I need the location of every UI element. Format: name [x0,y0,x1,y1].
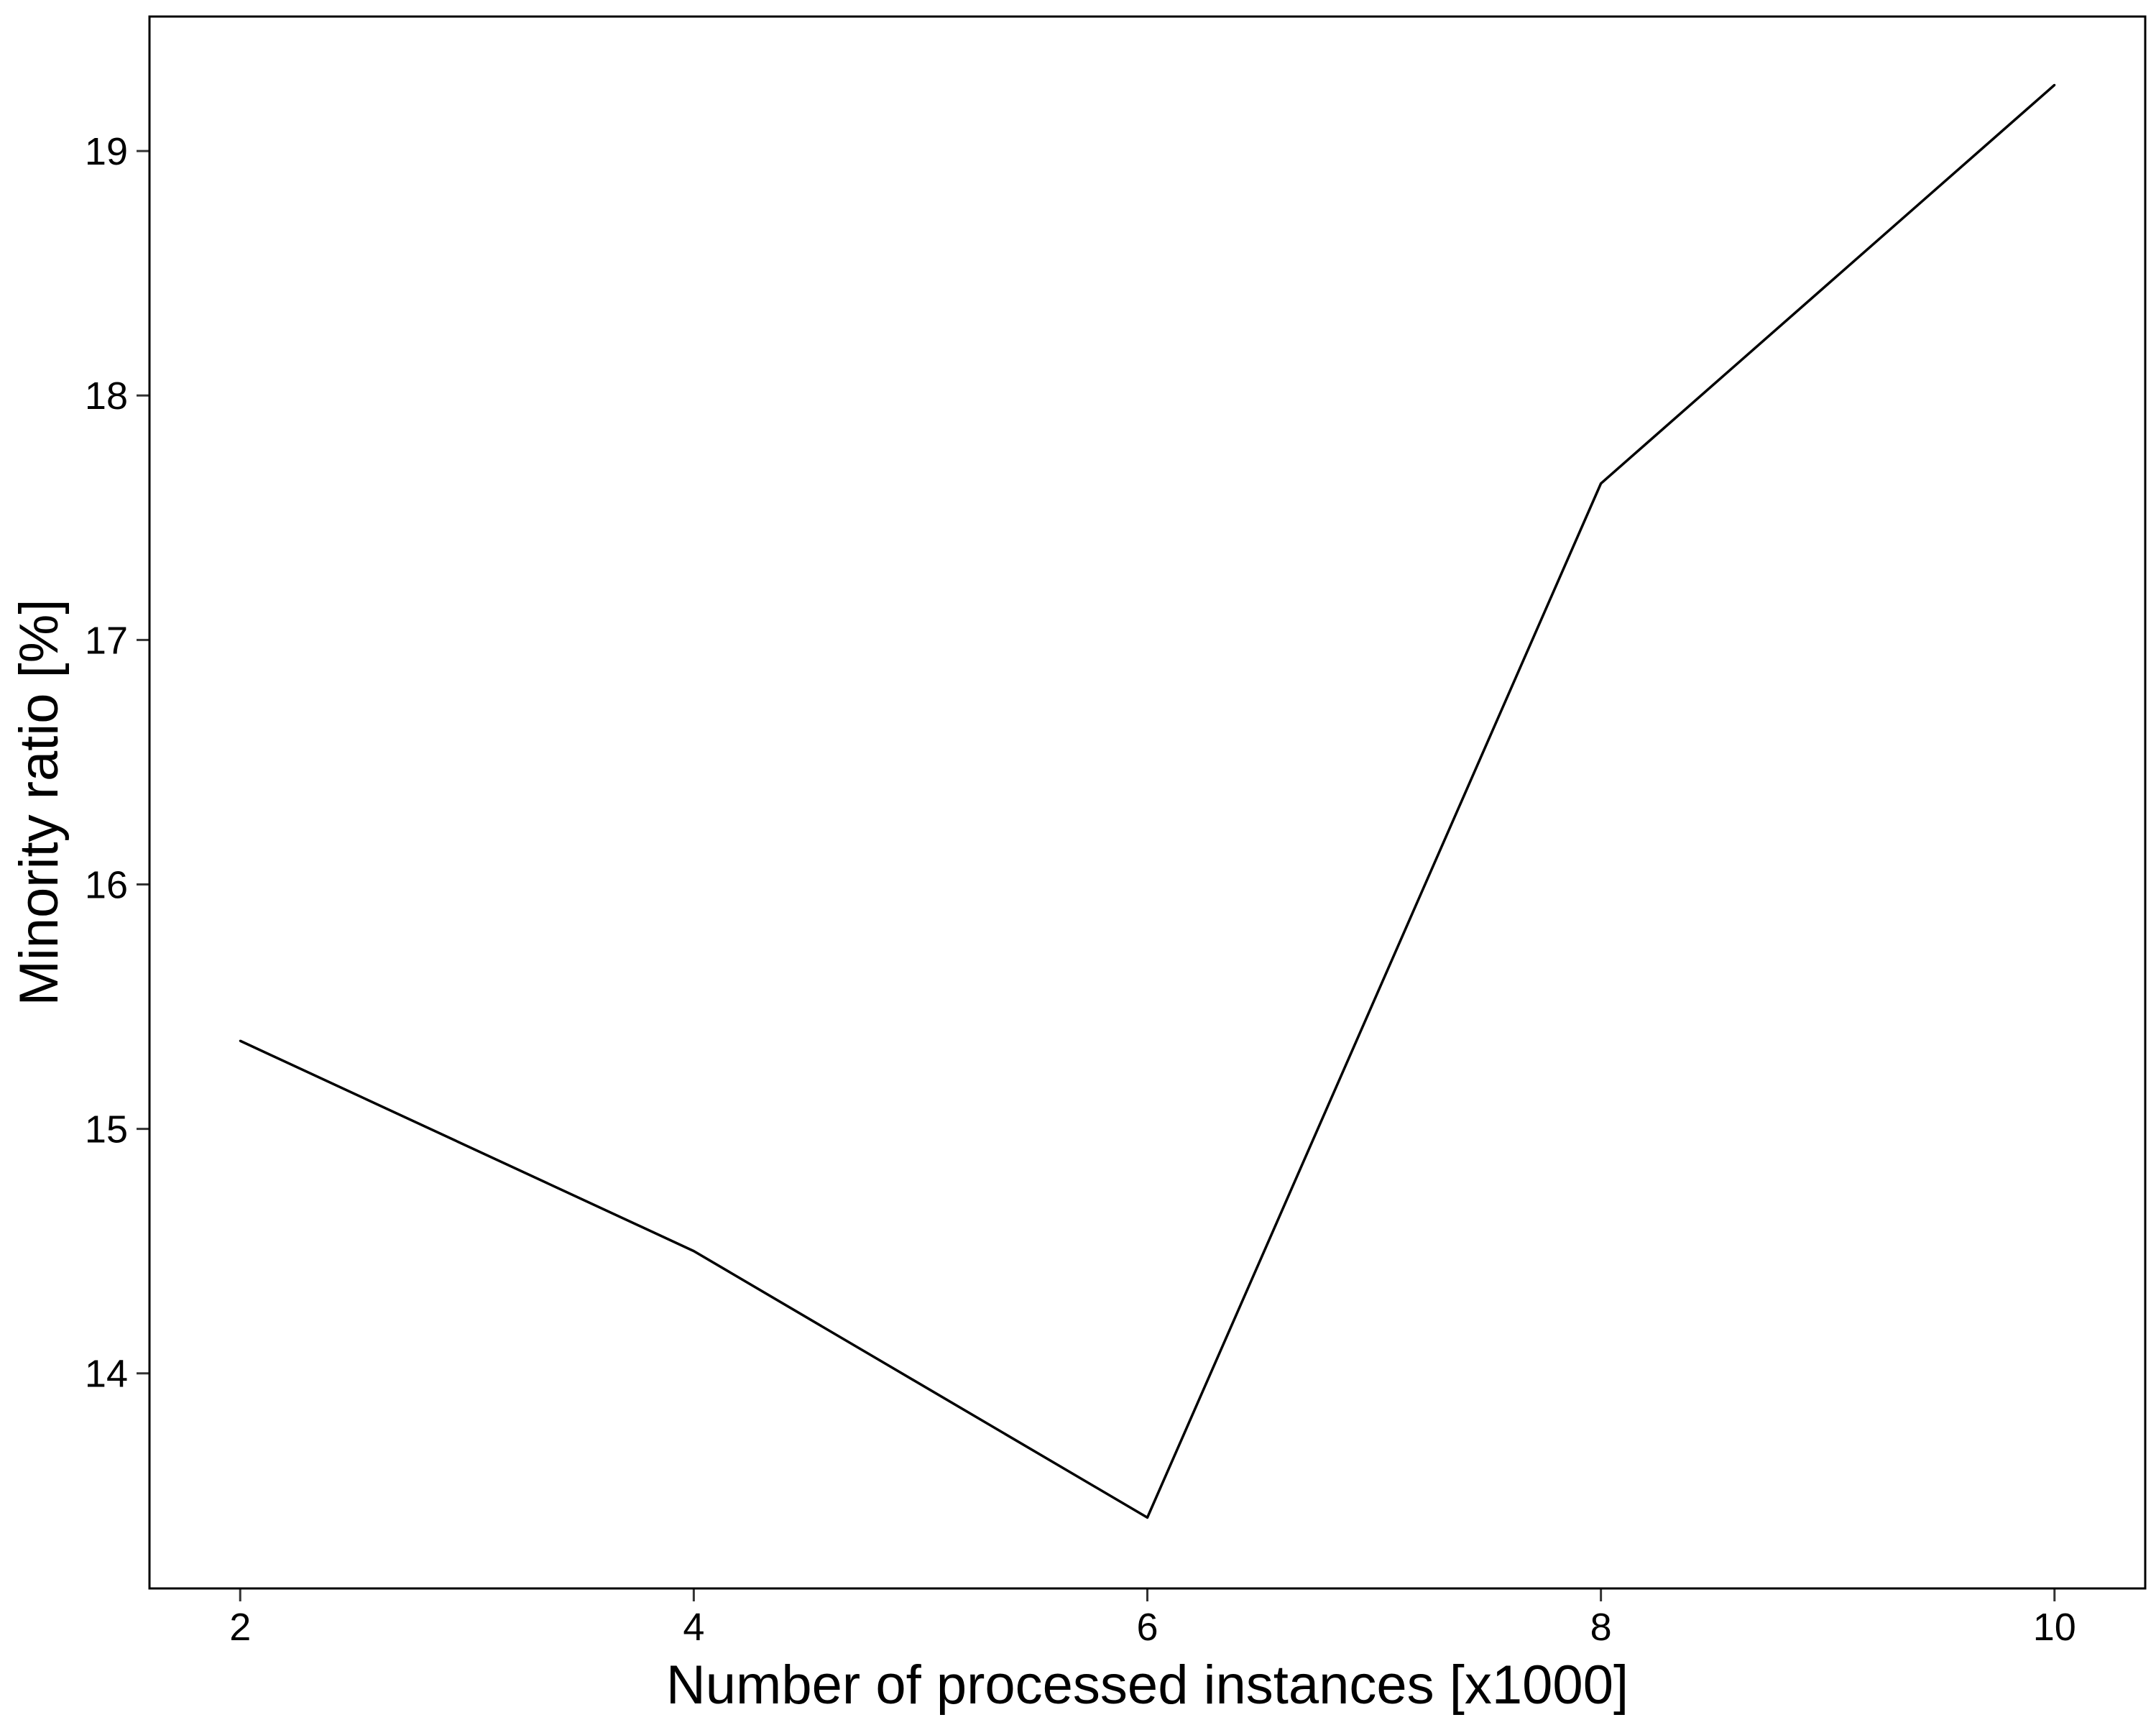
y-tick-label: 14 [85,1353,128,1396]
data-point [239,1039,241,1042]
x-tick-label: 8 [1590,1606,1612,1649]
y-tick-label: 15 [85,1108,128,1151]
x-axis: 2 4 6 8 10 [229,1588,2076,1649]
x-tick-label: 4 [683,1606,704,1649]
y-axis: 14 15 16 17 18 19 [85,130,149,1396]
data-point [2053,83,2056,86]
y-tick-label: 16 [85,863,128,906]
series-layer [239,83,2056,1519]
y-tick-label: 17 [85,619,128,662]
plot-frame [148,15,2147,1590]
x-tick-label: 10 [2033,1606,2076,1649]
x-axis-title: Number of processed instances [x1000] [666,1655,1628,1716]
y-tick-label: 19 [85,130,128,173]
y-tick-label: 18 [85,374,128,418]
data-point [1146,1516,1148,1519]
data-point [1600,482,1603,485]
x-tick-label: 6 [1136,1606,1158,1649]
x-tick-label: 2 [229,1606,251,1649]
data-point [692,1250,695,1253]
y-axis-title: Minority ratio [%] [9,599,70,1006]
